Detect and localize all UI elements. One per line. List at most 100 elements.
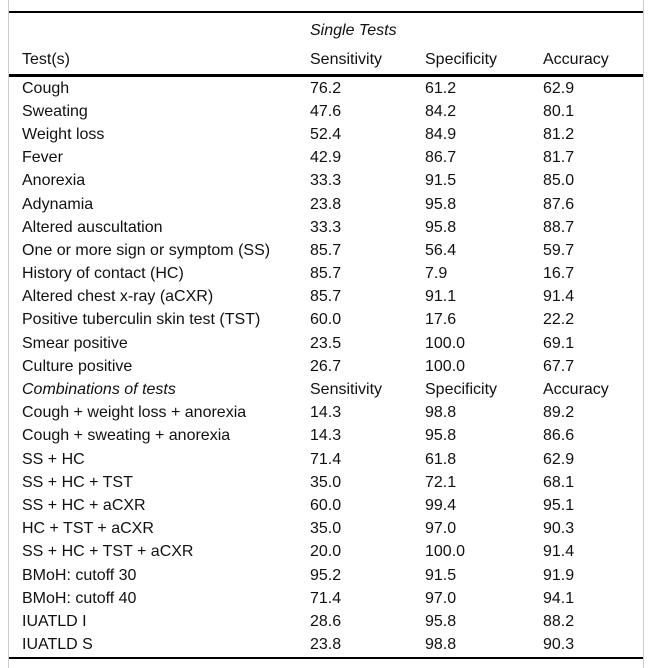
accuracy-cell: 89.2 [543, 404, 575, 422]
table-row: Cough 76.2 61.2 62.9 [9, 76, 643, 101]
specificity-cell: 84.2 [425, 102, 457, 120]
table-row: IUATLD S 23.8 98.8 90.3 [9, 634, 643, 658]
empty-cell [9, 12, 310, 45]
accuracy-cell: 80.1 [543, 102, 575, 120]
table-row: IUATLD I 28.6 95.8 88.2 [9, 610, 643, 633]
sensitivity-cell: 71.4 [310, 589, 342, 607]
column-header-specificity: Specificity [425, 45, 543, 77]
sensitivity-cell: 95.2 [310, 566, 342, 584]
specificity-cell: 17.6 [425, 311, 457, 329]
table-row: Adynamia 23.8 95.8 87.6 [9, 193, 643, 216]
accuracy-cell: 22.2 [543, 311, 575, 329]
accuracy-cell: 62.9 [543, 450, 575, 468]
test-name-cell: BMoH: cutoff 40 [22, 589, 137, 607]
table-frame: Single Tests Test(s) Sensitivity Specifi… [8, 0, 644, 668]
test-name-cell: SS + HC + aCXR [22, 496, 146, 514]
accuracy-cell: 81.7 [543, 149, 575, 167]
specificity-cell: 95.8 [425, 195, 457, 213]
sensitivity-cell: 14.3 [310, 404, 342, 422]
accuracy-cell: 95.1 [543, 496, 575, 514]
table-row: Culture positive 26.7 100.0 67.7 [9, 355, 643, 378]
table-row: BMoH: cutoff 40 71.4 97.0 94.1 [9, 587, 643, 610]
accuracy-cell: 81.2 [543, 125, 575, 143]
specificity-cell: 100.0 [425, 357, 466, 375]
sensitivity-cell: 33.3 [310, 172, 342, 190]
sensitivity-cell: 26.7 [310, 357, 342, 375]
diagnostic-results-table: Single Tests Test(s) Sensitivity Specifi… [9, 11, 643, 659]
sensitivity-cell: Sensitivity [310, 381, 383, 399]
sensitivity-cell: 35.0 [310, 520, 342, 538]
accuracy-cell: 94.1 [543, 589, 575, 607]
specificity-cell: 95.8 [425, 427, 457, 445]
section-title-row: Single Tests [9, 12, 643, 45]
test-name-cell: Cough + sweating + anorexia [22, 427, 231, 445]
specificity-cell: 97.0 [425, 589, 457, 607]
specificity-cell: 97.0 [425, 520, 457, 538]
specificity-cell: 95.8 [425, 218, 457, 236]
table-row: Altered auscultation 33.3 95.8 88.7 [9, 216, 643, 239]
table-row: One or more sign or symptom (SS) 85.7 56… [9, 239, 643, 262]
accuracy-cell: 91.9 [543, 566, 575, 584]
test-name-cell: History of contact (HC) [22, 265, 184, 283]
test-name-cell: Fever [22, 149, 63, 167]
specificity-cell: 98.8 [425, 404, 457, 422]
accuracy-cell: 62.9 [543, 79, 575, 97]
test-name-cell: Weight loss [22, 125, 105, 143]
table-row: SS + HC + aCXR 60.0 99.4 95.1 [9, 494, 643, 517]
sensitivity-cell: 60.0 [310, 311, 342, 329]
accuracy-cell: 69.1 [543, 334, 575, 352]
specificity-cell: 91.5 [425, 566, 457, 584]
sensitivity-cell: 85.7 [310, 288, 342, 306]
table-row: SS + HC + TST + aCXR 20.0 100.0 91.4 [9, 541, 643, 564]
table-row: Combinations of tests Sensitivity Specif… [9, 378, 643, 401]
sensitivity-cell: 52.4 [310, 125, 342, 143]
test-name-cell: Cough + weight loss + anorexia [22, 404, 247, 422]
accuracy-cell: 87.6 [543, 195, 575, 213]
accuracy-cell: 88.2 [543, 612, 575, 630]
table-body: Cough 76.2 61.2 62.9 Sweating 47.6 84.2 … [9, 76, 643, 658]
test-name-cell: IUATLD S [22, 636, 93, 654]
table-row: History of contact (HC) 85.7 7.9 16.7 [9, 263, 643, 286]
accuracy-cell: 88.7 [543, 218, 575, 236]
sensitivity-cell: 23.8 [310, 636, 342, 654]
table-row: Positive tuberculin skin test (TST) 60.0… [9, 309, 643, 332]
sensitivity-cell: 60.0 [310, 496, 342, 514]
sensitivity-cell: 71.4 [310, 450, 342, 468]
test-name-cell: SS + HC + TST [22, 473, 133, 491]
specificity-cell: 7.9 [425, 265, 448, 283]
column-header-accuracy: Accuracy [543, 45, 643, 77]
sensitivity-cell: 35.0 [310, 473, 342, 491]
specificity-cell: 72.1 [425, 473, 457, 491]
specificity-cell: 95.8 [425, 612, 457, 630]
specificity-cell: 61.2 [425, 79, 457, 97]
test-name-cell: Sweating [22, 102, 88, 120]
test-name-cell: SS + HC [22, 450, 85, 468]
test-name-cell: HC + TST + aCXR [22, 520, 154, 538]
specificity-cell: 56.4 [425, 241, 457, 259]
test-name-cell: IUATLD I [22, 612, 87, 630]
sensitivity-cell: 76.2 [310, 79, 342, 97]
table-row: Sweating 47.6 84.2 80.1 [9, 100, 643, 123]
specificity-cell: 91.1 [425, 288, 457, 306]
test-name-cell: Altered chest x-ray (aCXR) [22, 288, 214, 306]
table-row: SS + HC 71.4 61.8 62.9 [9, 448, 643, 471]
table-row: Fever 42.9 86.7 81.7 [9, 147, 643, 170]
sensitivity-cell: 33.3 [310, 218, 342, 236]
table-row: HC + TST + aCXR 35.0 97.0 90.3 [9, 518, 643, 541]
accuracy-cell: 85.0 [543, 172, 575, 190]
accuracy-cell: 90.3 [543, 520, 575, 538]
accuracy-cell: 91.4 [543, 543, 575, 561]
specificity-cell: 100.0 [425, 543, 466, 561]
table-row: Altered chest x-ray (aCXR) 85.7 91.1 91.… [9, 286, 643, 309]
accuracy-cell: Accuracy [543, 381, 609, 399]
accuracy-cell: 16.7 [543, 265, 575, 283]
specificity-cell: 61.8 [425, 450, 457, 468]
sensitivity-cell: 23.8 [310, 195, 342, 213]
sensitivity-cell: 85.7 [310, 241, 342, 259]
test-name-cell: Cough [22, 79, 70, 97]
specificity-cell: 100.0 [425, 334, 466, 352]
specificity-cell: 98.8 [425, 636, 457, 654]
sensitivity-cell: 23.5 [310, 334, 342, 352]
column-header-sensitivity: Sensitivity [310, 45, 425, 77]
sensitivity-cell: 47.6 [310, 102, 342, 120]
